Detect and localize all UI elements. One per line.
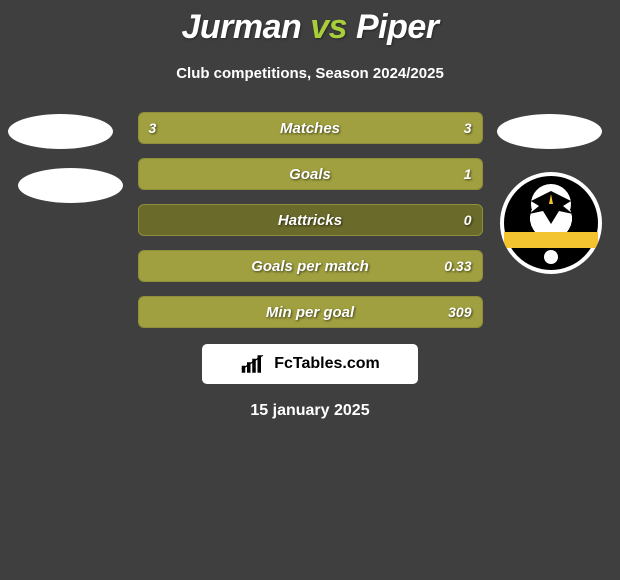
date-text: 15 january 2025 [0, 402, 620, 420]
stat-bar: Hattricks0 [138, 204, 483, 236]
footer-logo: FcTables.com [202, 344, 418, 384]
subtitle: Club competitions, Season 2024/2025 [0, 65, 620, 82]
stat-row: Hattricks0 [138, 204, 483, 236]
title-player1: Jurman [181, 8, 301, 46]
stat-bar-fill-right [139, 251, 482, 281]
stat-bars: Matches33 Goals1 Hattricks0 Goals per match… [138, 112, 483, 328]
title-vs: vs [310, 8, 347, 46]
stat-bar: Matches33 [138, 112, 483, 144]
footer-logo-text: FcTables.com [274, 355, 380, 373]
stat-row: Goals1 [138, 158, 483, 190]
stat-label: Hattricks [139, 205, 482, 235]
stat-bar-fill-left [139, 113, 311, 143]
player1-badge-1 [8, 114, 113, 149]
stat-bar: Min per goal309 [138, 296, 483, 328]
crest-band [504, 232, 598, 248]
stat-row: Matches33 [138, 112, 483, 144]
stat-bar-fill-right [139, 159, 482, 189]
stat-bar-fill-right [310, 113, 482, 143]
stat-bar-fill-right [139, 297, 482, 327]
comparison-arena: Matches33 Goals1 Hattricks0 Goals per match… [0, 112, 620, 328]
crest-phoenix-icon [521, 186, 581, 226]
stat-bar: Goals per match0.33 [138, 250, 483, 282]
bar-chart-icon [240, 353, 268, 375]
player2-crest [500, 172, 602, 274]
stat-value-right: 0 [464, 205, 472, 235]
crest-ball-icon [544, 250, 558, 264]
comparison-card: Jurman vs Piper Club competitions, Seaso… [0, 0, 620, 420]
player1-badge-2 [18, 168, 123, 203]
stat-row: Goals per match0.33 [138, 250, 483, 282]
stat-bar: Goals1 [138, 158, 483, 190]
page-title: Jurman vs Piper [0, 0, 620, 47]
title-player2: Piper [356, 8, 439, 46]
player2-badge [497, 114, 602, 149]
stat-row: Min per goal309 [138, 296, 483, 328]
